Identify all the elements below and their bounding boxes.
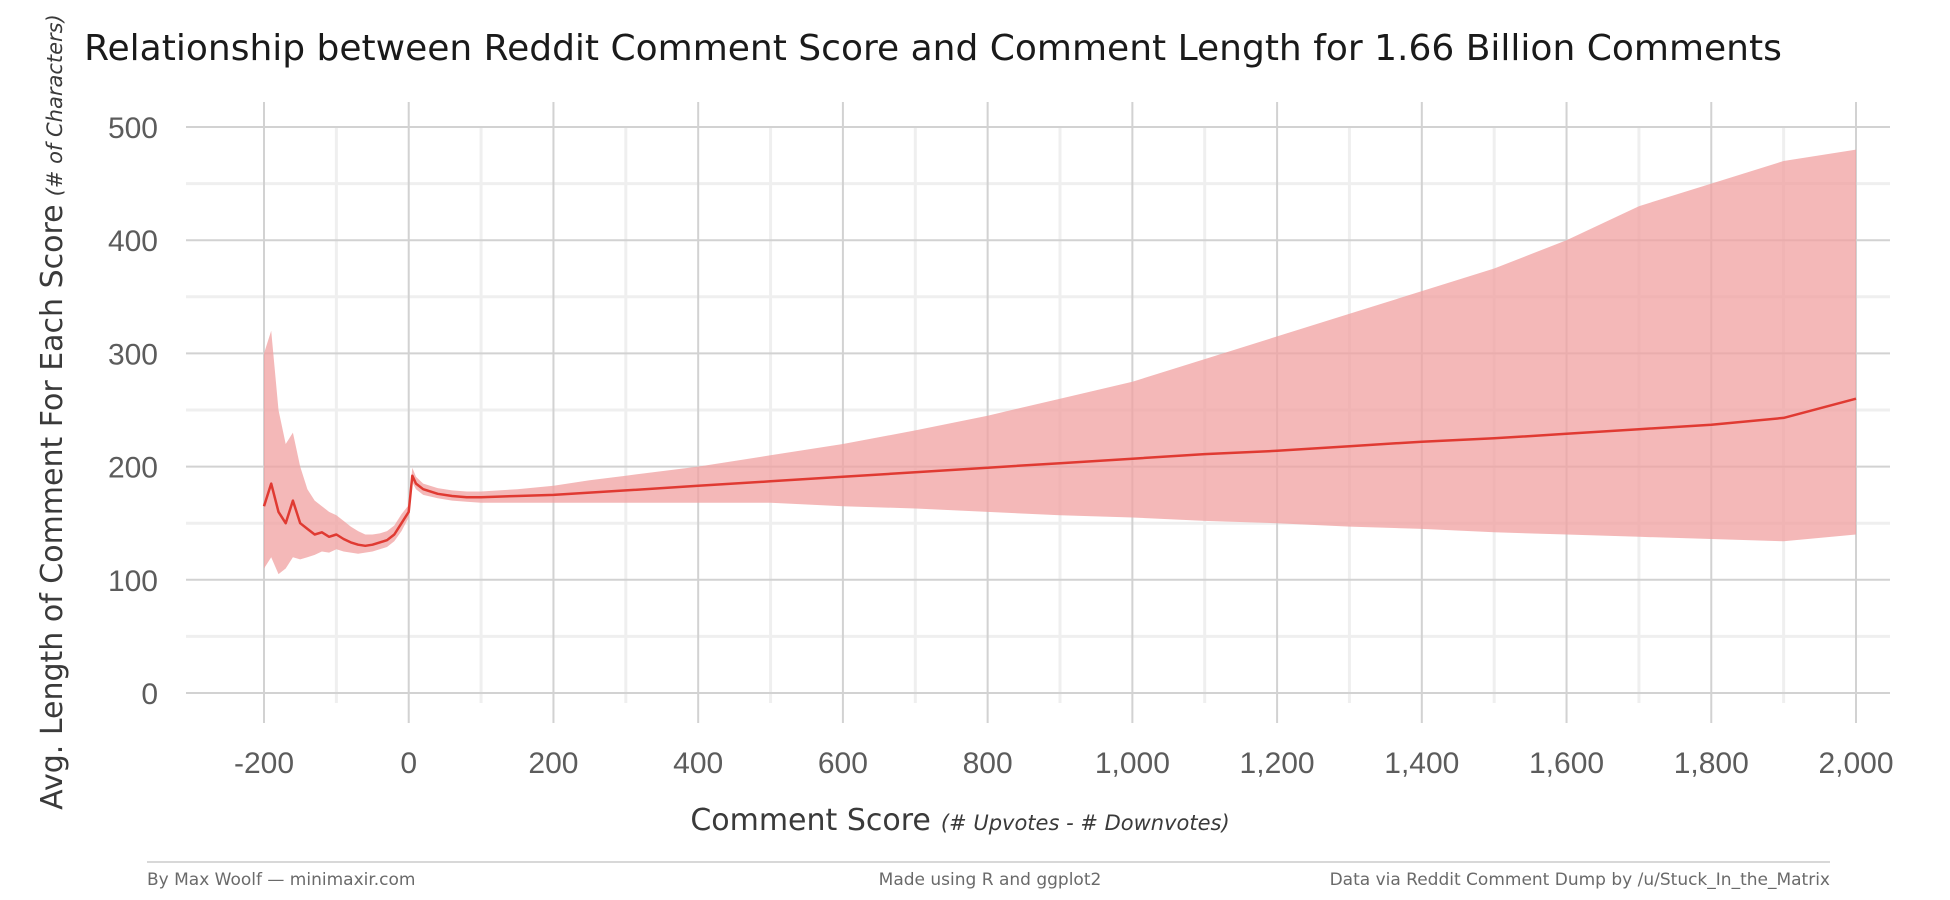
y-tick-label: 0 [141, 678, 158, 711]
series-0-band [264, 149, 1856, 575]
line-layer [262, 397, 1857, 548]
footer-credit: By Max Woolf — minimaxir.com [147, 870, 416, 890]
band-layer [264, 149, 1856, 575]
x-tick-label: 800 [963, 747, 1013, 780]
y-axis-ticks: 0 100 200 300 400 500 [108, 112, 158, 711]
x-tick-label: -200 [234, 747, 294, 780]
y-tick-label: 100 [108, 565, 158, 598]
x-tick-label: 400 [673, 747, 723, 780]
footer-source: Data via Reddit Comment Dump by /u/Stuck… [1330, 870, 1830, 890]
x-tick-label: 1,200 [1240, 747, 1315, 780]
series-0-line [262, 397, 1857, 548]
y-tick-label: 300 [108, 338, 158, 371]
y-tick-label: 400 [108, 225, 158, 258]
x-tick-label: 200 [528, 747, 578, 780]
x-axis-label: Comment Score [690, 803, 931, 838]
chart-title: Relationship between Reddit Comment Scor… [84, 28, 1782, 69]
y-axis-note: (# of Characters) [43, 14, 67, 196]
x-axis-ticks: -200 0 200 400 600 800 1,000 1,200 1,400 1,600 1,8… [234, 747, 1894, 780]
x-tick-label: 1,000 [1095, 747, 1170, 780]
x-tick-label: 2,000 [1818, 747, 1893, 780]
x-axis-note: (# Upvotes - # Downvotes) [941, 811, 1230, 835]
x-tick-label: 1,600 [1529, 747, 1604, 780]
x-tick-label: 600 [818, 747, 868, 780]
y-axis-label: Avg. Length of Comment For Each Score [35, 204, 70, 809]
y-tick-label: 500 [108, 112, 158, 145]
footer-tools: Made using R and ggplot2 [879, 870, 1102, 890]
x-tick-label: 1,400 [1384, 747, 1459, 780]
y-tick-label: 200 [108, 452, 158, 485]
y-axis-title: Avg. Length of Comment For Each Score (# … [35, 14, 70, 810]
x-tick-label: 0 [400, 747, 417, 780]
x-tick-label: 1,800 [1674, 747, 1749, 780]
x-axis-title: Comment Score (# Upvotes - # Downvotes) [690, 803, 1229, 838]
